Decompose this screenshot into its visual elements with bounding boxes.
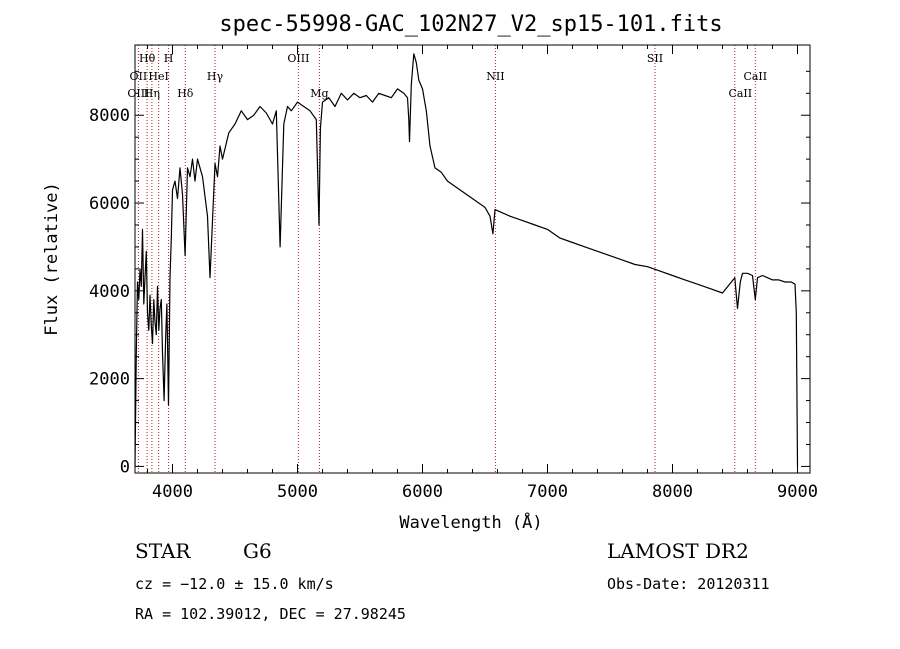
chart-title: spec-55998-GAC_102N27_V2_sp15-101.fits bbox=[219, 12, 722, 37]
object-subclass: G6 bbox=[243, 539, 272, 563]
plot-frame bbox=[134, 44, 811, 474]
y-tick-label: 4000 bbox=[89, 282, 130, 302]
y-axis-label: Flux (relative) bbox=[42, 182, 62, 336]
x-axis-label: Wavelength (Å) bbox=[399, 511, 542, 533]
x-tick-label: 8000 bbox=[652, 482, 693, 502]
x-axis-ticks: 4000 5000 6000 7000 8000 9000 bbox=[147, 45, 818, 502]
line-label: H bbox=[164, 52, 174, 65]
obs-date-text: Obs-Date: 20120311 bbox=[607, 575, 770, 593]
line-label: Mg bbox=[310, 87, 328, 100]
y-tick-label: 2000 bbox=[89, 370, 130, 390]
x-tick-label: 7000 bbox=[527, 482, 568, 502]
line-label: HeI bbox=[148, 70, 168, 83]
survey-name: LAMOST DR2 bbox=[607, 539, 749, 563]
line-label: Hδ bbox=[177, 87, 194, 100]
x-tick-label: 4000 bbox=[152, 482, 193, 502]
line-label: OIII bbox=[287, 52, 309, 65]
spectrum-line bbox=[134, 53, 799, 467]
line-label: NII bbox=[486, 70, 504, 83]
x-tick-label: 9000 bbox=[777, 482, 818, 502]
line-markers bbox=[137, 45, 756, 473]
line-label: CaII bbox=[743, 70, 767, 83]
object-class: STAR bbox=[135, 539, 191, 563]
line-label: Hγ bbox=[207, 70, 224, 83]
y-tick-label: 6000 bbox=[89, 194, 130, 214]
line-label: SII bbox=[647, 52, 663, 65]
x-tick-label: 5000 bbox=[277, 482, 318, 502]
line-label: Hη bbox=[144, 87, 160, 100]
x-tick-label: 6000 bbox=[402, 482, 443, 502]
y-tick-label: 8000 bbox=[89, 106, 130, 126]
coordinates-text: RA = 102.39012, DEC = 27.98245 bbox=[135, 605, 406, 623]
y-axis-ticks: 0 2000 4000 6000 8000 bbox=[89, 70, 810, 477]
redshift-text: cz = −12.0 ± 15.0 km/s bbox=[135, 575, 334, 593]
line-label: CaII bbox=[728, 87, 752, 100]
line-label: OII bbox=[130, 70, 148, 83]
line-label: Hθ bbox=[139, 52, 156, 65]
y-tick-label: 0 bbox=[120, 457, 130, 477]
